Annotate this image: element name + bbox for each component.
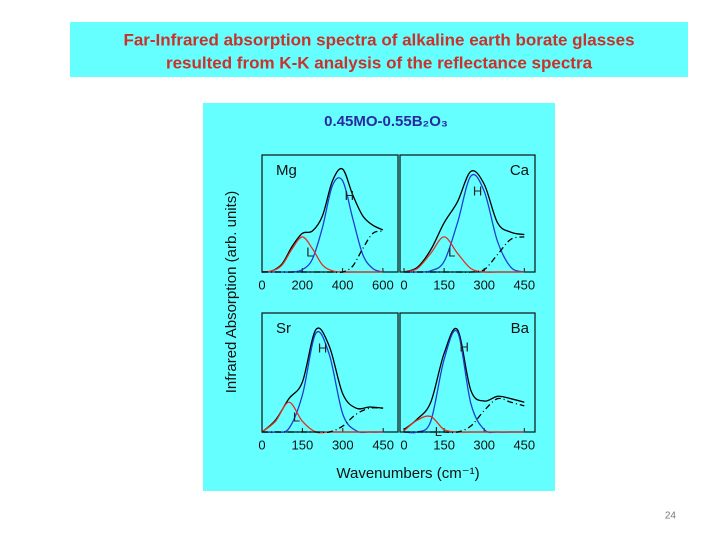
curve-label: L [448,244,455,259]
x-tick-label: 400 [332,277,354,292]
x-tick-label: 0 [258,277,265,292]
slide-title: Far-Infrared absorption spectra of alkal… [123,30,634,49]
x-tick-label: 300 [332,437,354,452]
spectrum-line [262,177,384,273]
plot-frame [399,154,536,273]
panel-label: Ba [511,320,530,337]
spectrum-line [403,327,525,431]
curve-label: L [435,424,442,439]
spectrum-line [404,174,525,273]
figure-title: 0.45MO-0.55B₂O₃ [324,113,448,130]
x-tick-label: 450 [513,437,535,452]
slide-title: resulted from K-K analysis of the reflec… [166,53,593,72]
spectrum-line [403,236,525,273]
curve-label: H [459,339,468,354]
x-tick-label: 0 [400,277,407,292]
spectrum-line [261,167,384,273]
curve-label: L [306,244,313,259]
panel-label: Sr [276,320,291,337]
x-tick-label: 600 [372,277,394,292]
x-tick-label: 150 [433,437,455,452]
spectrum-line [403,415,525,433]
title-box [70,22,688,77]
x-tick-label: 200 [291,277,313,292]
x-tick-label: 150 [292,437,314,452]
y-axis-label: Infrared Absorption (arb. units) [223,191,240,394]
curve-label: H [345,188,354,203]
x-axis-label: Wavenumbers (cm⁻¹) [336,465,479,482]
spectrum-line [261,407,384,434]
curve-label: L [293,410,300,425]
spectrum-line [261,236,383,273]
x-tick-label: 0 [258,437,265,452]
spectrum-line [403,170,525,273]
curve-label: H [473,183,482,198]
x-tick-label: 150 [433,277,455,292]
x-tick-label: 450 [513,277,535,292]
spectrum-line [404,397,525,434]
x-tick-label: 300 [473,437,495,452]
x-tick-label: 0 [400,437,407,452]
page-number: 24 [665,511,677,522]
panel-label: Ca [510,162,530,179]
x-tick-label: 450 [372,437,394,452]
panel-label: Mg [276,162,297,179]
x-tick-label: 300 [473,277,495,292]
curve-label: H [318,341,327,356]
spectrum-line [261,401,384,434]
